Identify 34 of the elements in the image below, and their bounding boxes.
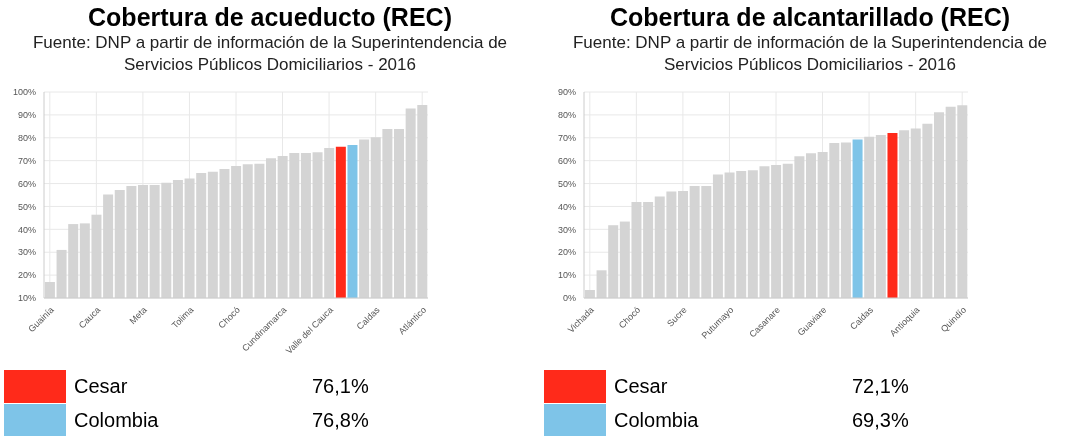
y-tick-label: 40%	[17, 224, 36, 235]
y-tick-label: 30%	[557, 224, 576, 235]
text: 76,1%	[312, 375, 369, 398]
y-tick-label: 90%	[17, 110, 36, 121]
y-tick-label: 0%	[562, 293, 576, 304]
y-tick-label: 70%	[557, 132, 576, 143]
legend-label: Colombia	[613, 409, 700, 432]
y-tick-label: 60%	[17, 178, 36, 189]
y-tick-label: 100%	[12, 87, 36, 98]
chart-title: Cobertura de alcantarillado (REC)	[608, 2, 1012, 32]
text: 76,8%	[312, 409, 369, 432]
y-tick-label: 80%	[557, 110, 576, 121]
legend-label: Colombia	[73, 409, 160, 432]
legend-label: Cesar	[613, 375, 669, 398]
text: 69,3%	[852, 409, 909, 432]
chart-subtitle: Fuente: DNP a partir de información de la Superintendencia de Servicios Públicos Domiciliarios - 2016	[31, 32, 509, 76]
text: 72,1%	[852, 375, 909, 398]
y-tick-label: 90%	[557, 87, 576, 98]
y-tick-label: 50%	[17, 201, 36, 212]
y-tick-label: 40%	[557, 201, 576, 212]
y-tick-label: 20%	[17, 270, 36, 281]
y-tick-label: 30%	[17, 247, 36, 258]
y-tick-label: 80%	[17, 132, 36, 143]
bar	[852, 139, 863, 298]
y-tick-label: 50%	[557, 178, 576, 189]
chart-title: Cobertura de acueducto (REC)	[87, 2, 453, 32]
y-tick-label: 20%	[557, 247, 576, 258]
bar	[887, 132, 898, 298]
y-tick-label: 10%	[17, 293, 36, 304]
chart-subtitle: Fuente: DNP a partir de información de la Superintendencia de Servicios Públicos Domiciliarios - 2016	[571, 32, 1049, 76]
y-tick-label: 10%	[557, 270, 576, 281]
y-tick-label: 60%	[557, 155, 576, 166]
legend-label: Cesar	[73, 375, 129, 398]
y-tick-label: 70%	[17, 155, 36, 166]
